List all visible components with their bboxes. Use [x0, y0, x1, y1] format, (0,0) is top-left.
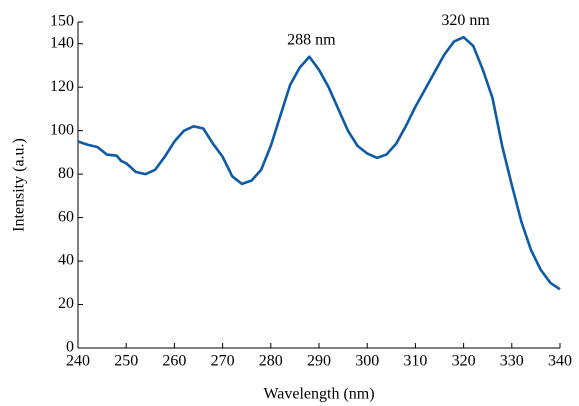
annotation: 288 nm — [287, 31, 336, 48]
y-tick-label: 0 — [66, 339, 74, 356]
x-tick-label: 270 — [211, 353, 235, 370]
y-tick-label: 80 — [58, 165, 74, 182]
y-tick-label: 20 — [58, 295, 74, 312]
y-tick-label: 150 — [50, 13, 74, 30]
x-tick-label: 330 — [500, 353, 524, 370]
x-tick-label: 340 — [548, 353, 572, 370]
x-tick-label: 300 — [355, 353, 379, 370]
y-tick-label: 40 — [58, 252, 74, 269]
x-axis-label: Wavelength (nm) — [263, 386, 374, 403]
x-tick-label: 280 — [259, 353, 283, 370]
y-tick-label: 120 — [50, 78, 74, 95]
annotation: 320 nm — [441, 12, 490, 29]
x-tick-label: 250 — [114, 353, 138, 370]
x-tick-label: 240 — [66, 353, 90, 370]
y-tick-label: 60 — [58, 208, 74, 225]
y-tick-label: 140 — [50, 34, 74, 51]
data-line — [77, 35, 561, 291]
x-tick-label: 260 — [162, 353, 186, 370]
y-tick-label: 100 — [50, 121, 74, 138]
x-tick-label: 320 — [452, 353, 476, 370]
x-tick-label: 310 — [403, 353, 427, 370]
y-axis-label: Intensity (a.u.) — [11, 138, 28, 232]
x-tick-label: 290 — [307, 353, 331, 370]
